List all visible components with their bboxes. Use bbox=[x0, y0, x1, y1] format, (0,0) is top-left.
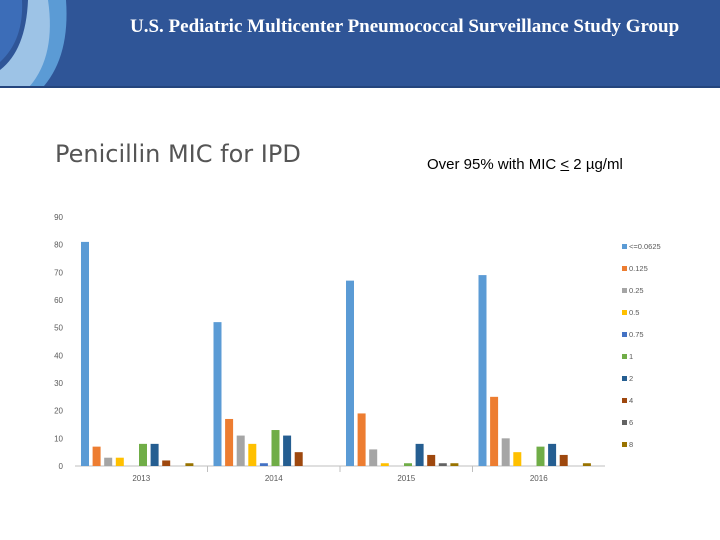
bar bbox=[185, 463, 194, 466]
bar bbox=[501, 438, 510, 466]
bar bbox=[115, 457, 124, 466]
y-tick-label: 90 bbox=[54, 213, 63, 222]
header-banner: U.S. Pediatric Multicenter Pneumococcal … bbox=[0, 0, 720, 88]
bar bbox=[259, 463, 268, 466]
legend-swatch bbox=[622, 244, 627, 249]
x-tick-label: 2013 bbox=[132, 474, 150, 483]
legend-label: 2 bbox=[629, 374, 633, 383]
bar bbox=[150, 443, 159, 466]
legend-label: <=0.0625 bbox=[629, 242, 661, 251]
legend-swatch bbox=[622, 332, 627, 337]
slide-title: Penicillin MIC for IPD bbox=[55, 140, 301, 168]
bar bbox=[271, 430, 280, 466]
mic-bar-chart: 0 10 20 30 40 50 60 70 80 90 2013 2014 2015 2016 <=0.… bbox=[54, 213, 661, 483]
bar bbox=[213, 322, 222, 466]
y-tick-label: 0 bbox=[59, 462, 64, 471]
y-tick-label: 80 bbox=[54, 241, 63, 250]
legend-label: 1 bbox=[629, 352, 633, 361]
y-tick-label: 70 bbox=[54, 268, 63, 277]
legend-label: 6 bbox=[629, 418, 633, 427]
bar bbox=[346, 280, 354, 466]
x-tick-label: 2015 bbox=[397, 474, 415, 483]
x-tick-label: 2016 bbox=[530, 474, 548, 483]
bar bbox=[139, 443, 147, 466]
bar bbox=[92, 446, 101, 466]
less-than-equal-symbol: < bbox=[560, 156, 570, 173]
bar bbox=[294, 452, 303, 466]
legend-label: 8 bbox=[629, 440, 633, 449]
bar bbox=[404, 463, 412, 466]
legend-swatch bbox=[622, 376, 627, 381]
bar bbox=[225, 418, 234, 466]
y-tick-label: 50 bbox=[54, 324, 63, 333]
legend-label: 0.25 bbox=[629, 286, 644, 295]
bar bbox=[478, 275, 487, 466]
bar bbox=[415, 443, 424, 466]
legend-swatch bbox=[622, 442, 627, 447]
bar bbox=[369, 449, 378, 466]
subtitle-prefix: Over 95% with MIC bbox=[427, 156, 561, 173]
header-title: U.S. Pediatric Multicenter Pneumococcal … bbox=[130, 16, 680, 37]
subtitle-suffix: 2 µg/ml bbox=[569, 156, 623, 173]
legend-swatch bbox=[622, 398, 627, 403]
y-tick-label: 30 bbox=[54, 379, 63, 388]
legend-swatch bbox=[622, 310, 627, 315]
bar bbox=[548, 443, 557, 466]
bar bbox=[490, 396, 499, 466]
bar bbox=[450, 463, 459, 466]
bar bbox=[162, 460, 171, 466]
legend-swatch bbox=[622, 266, 627, 271]
bar bbox=[248, 443, 257, 466]
bar bbox=[104, 457, 113, 466]
legend-swatch bbox=[622, 288, 627, 293]
y-tick-label: 40 bbox=[54, 351, 63, 360]
bar bbox=[513, 452, 522, 466]
legend-label: 0.125 bbox=[629, 264, 648, 273]
bar bbox=[283, 435, 292, 466]
bar bbox=[357, 413, 366, 466]
legend-swatch bbox=[622, 354, 627, 359]
logo-stripe-mid bbox=[30, 0, 67, 86]
y-tick-label: 60 bbox=[54, 296, 63, 305]
x-tick-label: 2014 bbox=[265, 474, 283, 483]
bar bbox=[559, 454, 568, 466]
bar bbox=[536, 446, 545, 466]
bar bbox=[427, 454, 436, 466]
legend-swatch bbox=[622, 420, 627, 425]
bar bbox=[438, 463, 447, 466]
legend-label: 0.5 bbox=[629, 308, 639, 317]
y-tick-label: 10 bbox=[54, 434, 63, 443]
slide-subtitle: Over 95% with MIC < 2 µg/ml bbox=[427, 156, 623, 173]
logo-stripe-dark bbox=[0, 0, 23, 62]
bar bbox=[582, 463, 591, 466]
logo-icon bbox=[0, 0, 67, 86]
bar bbox=[81, 241, 89, 466]
y-tick-label: 20 bbox=[54, 407, 63, 416]
legend-label: 4 bbox=[629, 396, 633, 405]
legend-label: 0.75 bbox=[629, 330, 644, 339]
bar bbox=[236, 435, 245, 466]
bar bbox=[380, 463, 389, 466]
